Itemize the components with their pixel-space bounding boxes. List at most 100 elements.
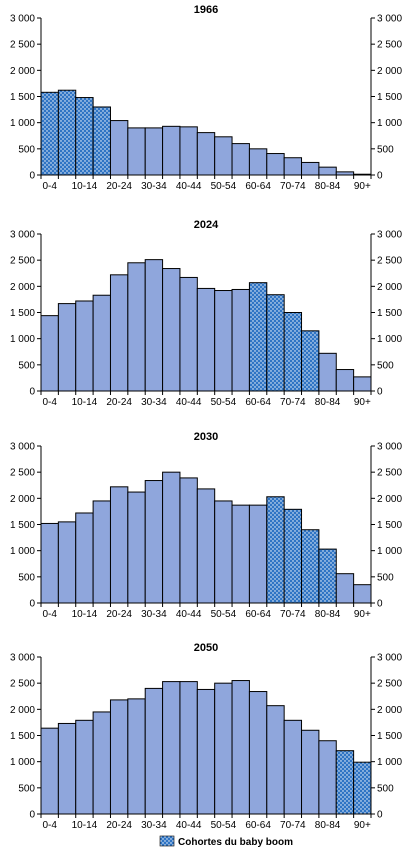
bar [196,287,216,392]
bar [353,584,372,604]
y-tick-label-right: 3 000 [377,230,402,241]
y-tick-label-right: 3 000 [377,653,402,664]
x-tick-label: 0-4 [42,820,57,831]
x-tick-label: 20-24 [106,820,132,831]
bar [179,477,198,604]
y-tick-label-right: 3 000 [377,442,402,453]
x-tick-label: 20-24 [106,397,132,408]
bar [162,125,181,176]
bar [92,711,111,815]
bar [144,480,164,604]
y-tick-label-left: 500 [18,572,35,583]
y-tick-label-left: 3 000 [10,14,35,25]
y-tick-label-right: 500 [377,360,394,371]
bar [127,698,146,815]
y-tick-label-right: 2 000 [377,705,402,716]
bar [179,126,198,176]
bar-baby-boom [266,294,285,392]
y-tick-label-left: 3 000 [10,230,35,241]
y-tick-label-left: 2 500 [10,40,35,51]
y-tick-label-right: 1 000 [377,757,402,768]
bar [92,500,111,604]
bar [283,157,303,176]
x-tick-label: 60-64 [245,181,271,192]
x-tick-label: 60-64 [245,820,271,831]
bar [318,740,337,815]
y-tick-label-right: 2 000 [377,282,402,293]
bar [179,681,198,815]
y-tick-label-left: 2 000 [10,66,35,77]
bar [144,127,164,176]
x-tick-label: 10-14 [72,820,98,831]
y-tick-label-right: 1 500 [377,520,402,531]
bar [75,300,94,392]
chart-title: 1966 [194,4,218,16]
y-tick-label-left: 1 000 [10,118,35,129]
bar [214,682,233,815]
chart-title: 2024 [194,219,219,231]
bar [57,521,77,604]
x-tick-label: 30-34 [141,820,167,831]
bar [214,290,233,392]
x-tick-label: 50-54 [211,181,237,192]
chart-2050: 2050 0 0 500 500 1 000 1 000 1 500 1 500 2 000 2 0… [10,642,402,831]
legend-label: Cohortes du baby boom [178,837,293,848]
y-tick-label-left: 0 [29,810,35,821]
bar [40,315,59,392]
y-tick-label-right: 0 [377,599,383,610]
x-tick-label: 0-4 [42,181,57,192]
legend: Cohortes du baby boom [159,835,293,848]
bar [127,491,146,604]
bar-baby-boom [335,750,355,815]
bar-baby-boom [353,761,372,815]
bar [231,288,250,392]
x-tick-label: 10-14 [72,609,98,620]
chart-title: 2030 [194,431,218,443]
bar [318,352,337,392]
bar [127,262,146,392]
bar [353,376,372,392]
y-tick-label-left: 500 [18,144,35,155]
bar [196,688,216,815]
bar [335,369,355,392]
y-tick-label-right: 500 [377,144,394,155]
bar [214,136,233,176]
bar [75,719,94,815]
bar [248,504,268,604]
y-tick-label-left: 2 500 [10,679,35,690]
bar [266,705,285,815]
bar [144,687,164,815]
bar [92,294,111,392]
y-tick-label-right: 2 500 [377,40,402,51]
chart-2024: 2024 0 0 500 500 1 000 1 000 1 500 1 500 2 000 2 0… [10,219,402,408]
x-tick-label: 90+ [354,820,371,831]
x-tick-label: 0-4 [42,609,57,620]
bar [196,132,216,176]
y-tick-label-left: 1 000 [10,546,35,557]
bar [266,153,285,176]
y-tick-label-right: 500 [377,783,394,794]
x-tick-label: 50-54 [211,397,237,408]
x-tick-label: 20-24 [106,181,132,192]
bar [231,143,250,176]
bar [162,471,181,604]
y-tick-label-left: 500 [18,783,35,794]
y-tick-label-left: 1 500 [10,731,35,742]
bar-baby-boom [57,89,77,176]
bar-baby-boom [75,97,94,176]
y-tick-label-left: 1 500 [10,520,35,531]
bar-baby-boom [40,91,59,176]
bar [335,573,355,604]
y-tick-label-left: 1 500 [10,308,35,319]
bar [57,303,77,392]
y-tick-label-right: 2 000 [377,494,402,505]
x-tick-label: 60-64 [245,609,271,620]
bar [40,522,59,604]
y-tick-label-right: 2 500 [377,679,402,690]
y-tick-label-right: 0 [377,387,383,398]
chart-1966: 1966 0 0 500 500 1 000 1 000 1 500 1 500 2 000 2 0… [10,4,402,192]
y-tick-label-right: 1 500 [377,308,402,319]
y-tick-label-left: 0 [29,171,35,182]
y-tick-label-left: 1 000 [10,334,35,345]
